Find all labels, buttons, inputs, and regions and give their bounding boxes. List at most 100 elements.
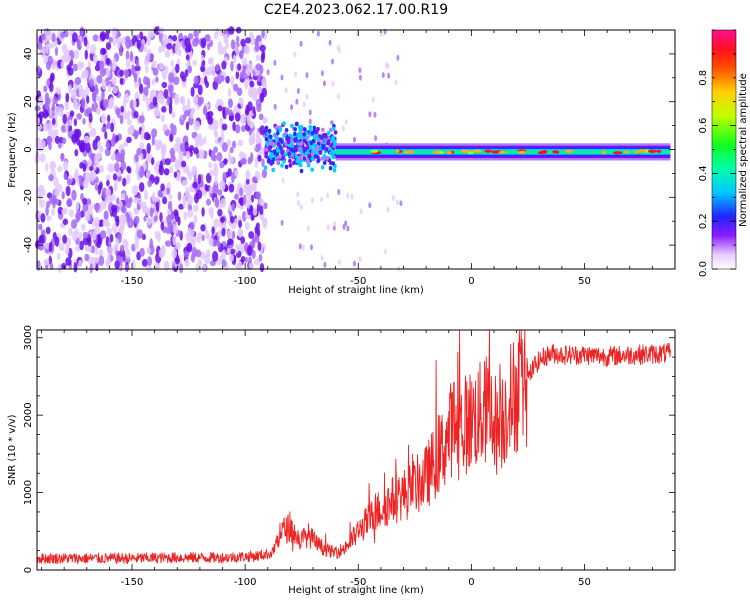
spectrogram-cell: [303, 127, 307, 132]
spectrogram-cell: [181, 96, 185, 106]
spectrogram-cell: [187, 65, 192, 74]
spectrogram-cell: [313, 154, 318, 159]
spectrogram-cell: [175, 63, 180, 74]
spectrogram-cell: [283, 131, 288, 136]
spectrogram-cell: [122, 177, 127, 187]
spectrogram-cell: [337, 93, 340, 100]
spectrogram-cell: [290, 104, 294, 111]
spectrogram-cell: [93, 164, 97, 171]
spectrogram-cell: [141, 233, 146, 241]
spectrogram-cell: [85, 141, 91, 153]
spectrogram-cell: [326, 224, 330, 231]
spectrogram-cell: [153, 215, 158, 223]
spectrogram-cell: [112, 173, 118, 181]
spectrogram-cell: [195, 249, 202, 258]
spectrogram-peak: [517, 150, 527, 154]
spectrogram-cell: [324, 147, 329, 152]
snr-frame: [36, 329, 676, 571]
spectrogram-cell: [336, 44, 340, 51]
spectrogram-cell: [216, 98, 223, 106]
spectrogram-cell: [220, 75, 225, 82]
spectrogram-cell: [163, 260, 170, 272]
spectrogram-cell: [147, 30, 154, 38]
spectrogram-cell: [189, 221, 195, 231]
spectrogram-cell: [208, 123, 215, 130]
spectrogram-cell: [359, 208, 363, 215]
spectrogram-cell: [326, 192, 330, 199]
spectrogram-cell: [154, 163, 160, 172]
spectrogram-cell: [61, 208, 67, 215]
spectrogram-cell: [105, 42, 112, 50]
spectrogram-cell: [146, 247, 151, 254]
spectrogram-cell: [133, 72, 138, 83]
spectrogram-cell: [253, 94, 258, 102]
spectrogram-cell: [310, 167, 315, 172]
x-tick-label: -150: [121, 577, 144, 588]
spectrogram-cell: [101, 79, 107, 91]
spectrogram-cell: [197, 84, 203, 96]
spectrogram-cell: [387, 72, 391, 79]
spectrogram-cell: [210, 150, 216, 162]
spectrogram-cell: [229, 146, 234, 154]
spectrogram-cell: [185, 232, 191, 241]
spectrogram-cell: [320, 196, 323, 203]
spectrogram-cell: [252, 106, 256, 115]
spectrogram-cell: [250, 194, 254, 203]
spectrogram-cell: [134, 153, 139, 163]
spectrogram-cell: [205, 172, 212, 184]
spectrogram-cell: [105, 67, 111, 78]
spectrogram-cell: [234, 218, 239, 225]
spectrogram-cell: [146, 133, 152, 141]
y-tick-label: -40: [23, 237, 34, 253]
spectrogram-cell: [192, 59, 198, 66]
spectrogram-cell: [395, 199, 399, 206]
spectrogram-cell: [245, 169, 251, 180]
spectrogram-peak: [395, 149, 400, 153]
spectrogram-cell: [299, 149, 304, 154]
spectrogram-cell: [306, 163, 311, 168]
spectrogram-cell: [380, 30, 383, 37]
spectrogram-cell: [60, 31, 66, 39]
spectrogram-cell: [312, 138, 316, 144]
spectrogram-cell: [192, 181, 198, 189]
spectrogram-cell: [198, 138, 205, 147]
spectrogram-cell: [255, 87, 262, 96]
spectrogram-cell: [133, 207, 138, 215]
spectrogram-cell: [177, 191, 182, 201]
spectrogram-cell: [332, 149, 336, 155]
spectrogram-cell: [167, 200, 173, 212]
spectrogram-cell: [261, 77, 266, 87]
spectrogram-cell: [162, 196, 168, 205]
spectrogram-cell: [196, 236, 201, 244]
spectrogram-cell: [247, 245, 253, 257]
spectrogram-cell: [319, 135, 324, 140]
spectrogram-cell: [38, 111, 45, 119]
spectrogram-cell: [204, 254, 211, 265]
spectrogram-cell: [39, 234, 45, 245]
spectrogram-cell: [100, 230, 107, 240]
spectrogram-cell: [126, 136, 132, 143]
spectrogram-cell: [54, 135, 60, 144]
spectrogram-cell: [169, 147, 176, 157]
spectrogram-ylabel: Frequency (Hz): [7, 112, 18, 188]
spectrogram-cell: [88, 113, 93, 123]
spectrogram-cell: [37, 41, 43, 50]
spectrogram-cell: [209, 57, 214, 66]
x-tick-label: -100: [234, 577, 257, 588]
spectrogram-cell: [112, 222, 118, 234]
spectrogram-cell: [269, 152, 273, 158]
spectrogram-cell: [229, 253, 235, 262]
spectrogram-cell: [309, 140, 314, 146]
spectrogram-cell: [82, 202, 89, 213]
spectrogram-cell: [126, 119, 132, 126]
spectrogram-cell: [75, 102, 79, 111]
spectrogram-cell: [76, 113, 82, 120]
spectrogram-cell: [71, 134, 78, 143]
spectrogram-cell: [99, 31, 106, 42]
spectrogram-cell: [125, 35, 131, 42]
spectrogram-cell: [249, 35, 256, 46]
spectrogram-cell: [169, 165, 174, 174]
spectrogram-cell: [115, 217, 120, 227]
spectrogram-cell: [255, 98, 262, 108]
spectrogram-cell: [114, 260, 120, 269]
